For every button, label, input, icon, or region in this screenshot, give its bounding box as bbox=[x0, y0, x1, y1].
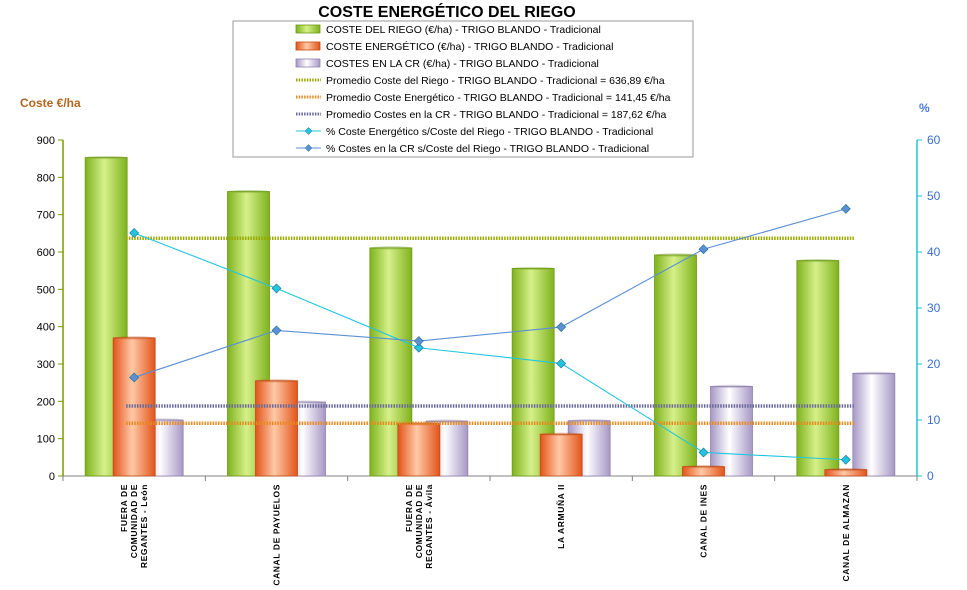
percent-point-2-cat1 bbox=[129, 372, 140, 383]
legend-marker-7 bbox=[304, 127, 313, 135]
y2-tick-label: 60 bbox=[927, 133, 941, 147]
bar-top-series1-cat5 bbox=[654, 253, 697, 257]
percent-point-2-cat3 bbox=[413, 336, 424, 346]
bar-top-series3-cat5 bbox=[710, 384, 753, 388]
bar-top-series2-cat4 bbox=[540, 432, 583, 436]
y-tick-label: 300 bbox=[37, 359, 55, 371]
category-labels: FUERA DE COMUNIDAD DE REGANTES - León CANAL… bbox=[119, 484, 851, 586]
bar-top-series1-cat3 bbox=[369, 246, 412, 250]
percent-point-1-cat2 bbox=[271, 283, 282, 294]
y2-tick-label: 30 bbox=[927, 301, 941, 315]
percent-point-1-cat1 bbox=[129, 228, 140, 238]
bar-series2-cat4 bbox=[539, 433, 583, 477]
y-tick-label: 200 bbox=[37, 396, 55, 408]
y-tick-label: 800 bbox=[37, 172, 55, 184]
legend-marker-8 bbox=[304, 144, 313, 152]
category-label-line: CANAL DE ALMAZAN bbox=[841, 484, 851, 581]
category-label-line: CANAL DE PAYUELOS bbox=[272, 484, 282, 586]
category-label-line: LA ARMUÑA II bbox=[556, 484, 566, 549]
y2-tick-label: 40 bbox=[927, 245, 941, 259]
legend-swatch-3 bbox=[295, 58, 321, 68]
category-label-line: COMUNIDAD DE bbox=[414, 484, 424, 558]
y-tick-label: 600 bbox=[37, 247, 55, 259]
legend-label-4: Promedio Coste del Riego - TRIGO BLANDO … bbox=[326, 75, 665, 87]
percent-point-2-cat4 bbox=[556, 322, 567, 332]
bar-top-series3-cat6 bbox=[852, 371, 895, 375]
y-tick-label: 900 bbox=[37, 135, 55, 147]
percent-point-1-cat4 bbox=[556, 358, 567, 369]
bar-top-series2-cat1 bbox=[113, 336, 156, 340]
category-label-line: REGANTES - Ávila bbox=[424, 484, 434, 569]
percent-lines bbox=[129, 203, 851, 465]
y-tick-label: 400 bbox=[37, 322, 55, 334]
bar-top-series2-cat2 bbox=[255, 379, 298, 383]
y2-axis-label: % bbox=[919, 101, 930, 115]
category-label-line: COMUNIDAD DE bbox=[129, 484, 139, 558]
category-label-line: REGANTES - León bbox=[139, 484, 149, 568]
bar-series2-cat2 bbox=[255, 380, 298, 477]
legend-label-3: COSTES EN LA CR (€/ha) - TRIGO BLANDO - … bbox=[326, 58, 599, 70]
y-tick-label: 100 bbox=[37, 434, 55, 446]
chart-title: COSTE ENERGÉTICO DEL RIEGO bbox=[318, 2, 576, 21]
axes: 0 100 200 300 400 500 600 700 800 900 0 10 20 30 40 50 6… bbox=[37, 133, 941, 483]
percent-line-1 bbox=[133, 232, 846, 461]
category-label-4: LA ARMUÑA II bbox=[556, 484, 566, 549]
bar-top-series2-cat5 bbox=[682, 465, 725, 469]
category-label-1: FUERA DE COMUNIDAD DE REGANTES - León bbox=[119, 484, 149, 568]
percent-point-2-cat5 bbox=[698, 244, 709, 255]
bar-top-series1-cat1 bbox=[85, 155, 128, 160]
y-tick-label: 500 bbox=[37, 284, 55, 296]
legend-swatch-1 bbox=[295, 24, 321, 34]
percent-point-2-cat6 bbox=[840, 203, 851, 214]
bars bbox=[84, 155, 896, 477]
category-label-2: CANAL DE PAYUELOS bbox=[272, 484, 282, 586]
category-label-line: FUERA DE bbox=[119, 484, 129, 532]
legend-label-1: COSTE DEL RIEGO (€/ha) - TRIGO BLANDO - … bbox=[326, 24, 601, 36]
percent-point-1-cat5 bbox=[698, 447, 709, 458]
y2-tick-label: 50 bbox=[927, 189, 941, 203]
legend-swatch-2 bbox=[295, 41, 321, 51]
bar-series2-cat3 bbox=[397, 423, 441, 477]
category-label-line: FUERA DE bbox=[404, 484, 414, 532]
bar-series3-cat6 bbox=[852, 372, 896, 477]
category-label-6: CANAL DE ALMAZAN bbox=[841, 484, 851, 581]
y2-tick-label: 20 bbox=[927, 357, 941, 371]
bar-top-series1-cat6 bbox=[796, 258, 839, 263]
percent-point-1-cat6 bbox=[840, 454, 851, 465]
y-axis-label: Coste €/ha bbox=[20, 96, 81, 110]
category-label-5: CANAL DE INES bbox=[699, 484, 709, 558]
percent-point-2-cat2 bbox=[271, 325, 282, 336]
legend-label-2: COSTE ENERGÉTICO (€/ha) - TRIGO BLANDO -… bbox=[326, 40, 613, 53]
legend-label-8: % Costes en la CR s/Coste del Riego - TR… bbox=[326, 143, 649, 155]
y2-tick-label: 10 bbox=[927, 413, 941, 427]
category-label-3: FUERA DE COMUNIDAD DE REGANTES - Ávila bbox=[404, 484, 434, 569]
legend-label-6: Promedio Costes en la CR - TRIGO BLANDO … bbox=[326, 109, 666, 121]
bar-top-series1-cat4 bbox=[512, 266, 555, 271]
bar-series2-cat5 bbox=[682, 466, 725, 477]
y-tick-label: 700 bbox=[37, 210, 55, 222]
bar-top-series2-cat6 bbox=[824, 468, 867, 472]
bar-top-series3-cat3 bbox=[425, 419, 468, 423]
legend: COSTE DEL RIEGO (€/ha) - TRIGO BLANDO - … bbox=[295, 24, 671, 155]
percent-line-2 bbox=[133, 208, 846, 378]
percent-point-1-cat3 bbox=[413, 342, 424, 353]
legend-label-5: Promedio Coste Energético - TRIGO BLANDO… bbox=[326, 92, 671, 104]
legend-label-7: % Coste Energético s/Coste del Riego - T… bbox=[326, 126, 653, 138]
bar-series1-cat5 bbox=[654, 254, 697, 477]
y-tick-label: 0 bbox=[49, 471, 55, 483]
bar-series1-cat6 bbox=[796, 260, 840, 477]
bar-series2-cat6 bbox=[824, 469, 868, 477]
bar-series3-cat5 bbox=[710, 385, 753, 477]
y2-tick-label: 0 bbox=[927, 469, 934, 483]
category-label-line: CANAL DE INES bbox=[699, 484, 709, 558]
bar-top-series1-cat2 bbox=[227, 189, 270, 194]
